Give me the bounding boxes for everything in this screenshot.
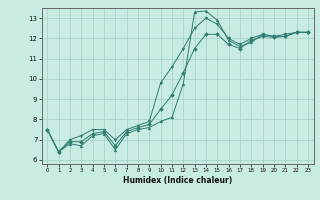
X-axis label: Humidex (Indice chaleur): Humidex (Indice chaleur)	[123, 176, 232, 185]
